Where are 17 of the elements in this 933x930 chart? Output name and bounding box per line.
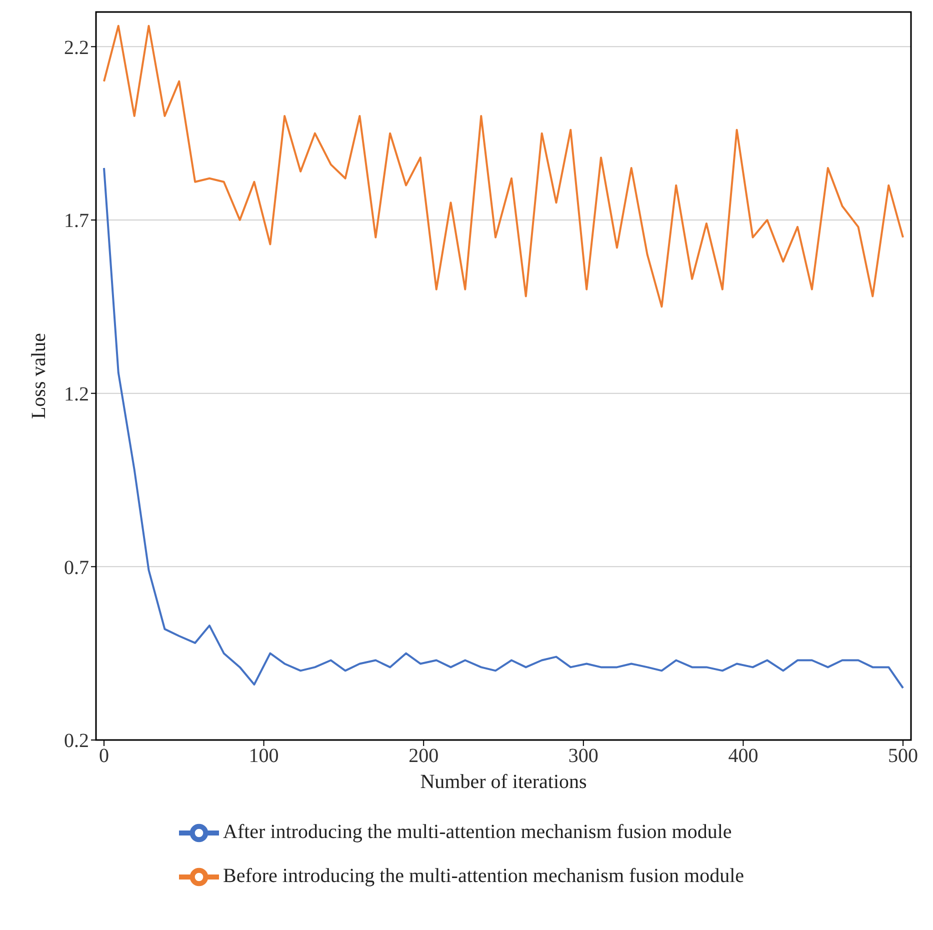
y-tick-label: 0.2 [64, 730, 89, 752]
x-tick-label: 200 [408, 745, 439, 768]
x-tick-label: 100 [248, 745, 279, 768]
line-series [102, 24, 904, 308]
legend-label: After introducing the multi-attention mechanism fusion module [223, 821, 732, 843]
line-series [102, 167, 904, 689]
y-axis-title: Loss value [28, 332, 50, 420]
x-tick-label: 400 [728, 745, 758, 768]
y-tick-label: 0.7 [64, 556, 89, 579]
x-tick-label: 500 [888, 745, 918, 768]
y-tick-label: 1.2 [64, 383, 89, 406]
y-tick-label: 1.7 [64, 210, 89, 232]
x-axis-title: Number of iterations [420, 771, 588, 793]
x-tick-label: 300 [568, 745, 598, 768]
y-tick-label: 2.2 [64, 36, 89, 59]
x-tick-label: 0 [98, 745, 109, 768]
legend-label: Before introducing the multi-attention mechanism fusion module [223, 865, 744, 887]
